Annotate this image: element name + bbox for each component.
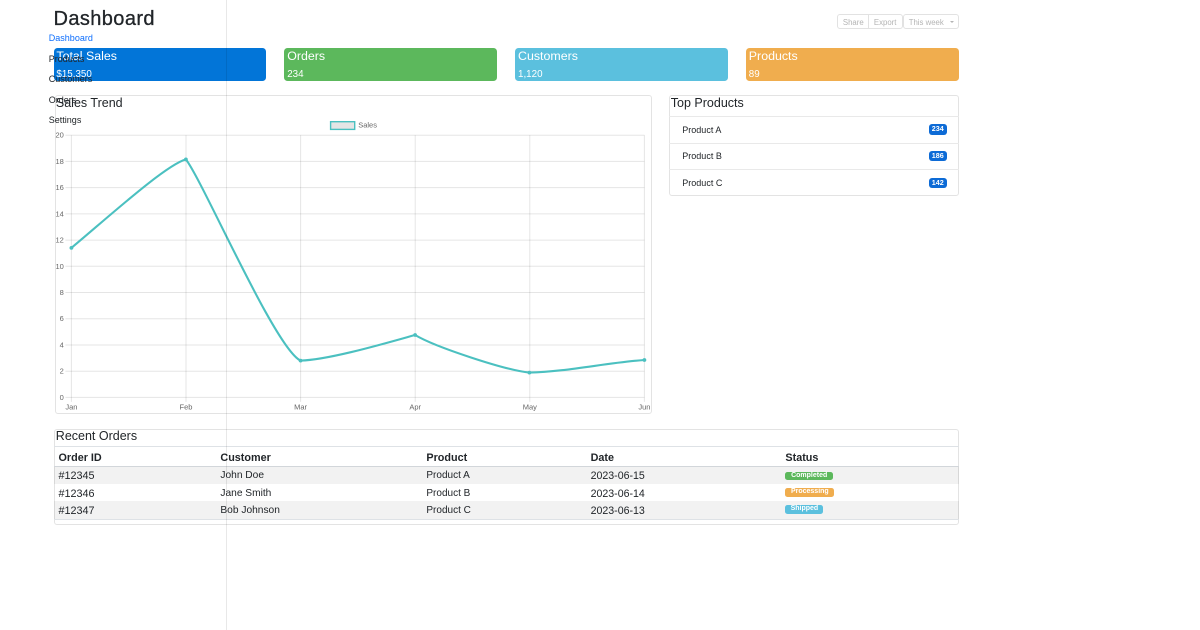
svg-text:18: 18 — [55, 157, 63, 166]
svg-text:Mar: Mar — [294, 402, 307, 411]
svg-text:0: 0 — [59, 393, 63, 402]
svg-text:8: 8 — [59, 288, 63, 297]
svg-text:14: 14 — [55, 209, 63, 218]
svg-text:6: 6 — [59, 314, 63, 323]
svg-text:Jun: Jun — [638, 402, 650, 411]
svg-text:May: May — [522, 402, 536, 411]
svg-text:Apr: Apr — [409, 402, 421, 411]
svg-text:2: 2 — [59, 366, 63, 375]
svg-text:Jan: Jan — [65, 402, 77, 411]
svg-text:10: 10 — [55, 262, 63, 271]
svg-text:Feb: Feb — [179, 402, 192, 411]
svg-text:4: 4 — [59, 340, 63, 349]
svg-text:12: 12 — [55, 235, 63, 244]
svg-text:Sales: Sales — [358, 120, 377, 129]
svg-text:16: 16 — [55, 183, 63, 192]
svg-text:20: 20 — [55, 130, 63, 139]
